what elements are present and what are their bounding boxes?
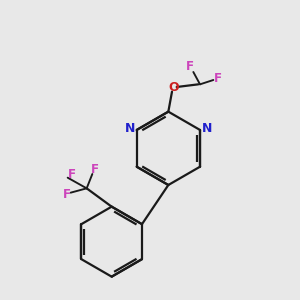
Text: F: F (63, 188, 71, 201)
Text: N: N (125, 122, 135, 136)
Text: F: F (214, 72, 222, 85)
Text: N: N (202, 122, 212, 136)
Text: O: O (168, 81, 178, 94)
Text: F: F (91, 164, 99, 176)
Text: F: F (68, 168, 76, 181)
Text: F: F (186, 61, 194, 74)
